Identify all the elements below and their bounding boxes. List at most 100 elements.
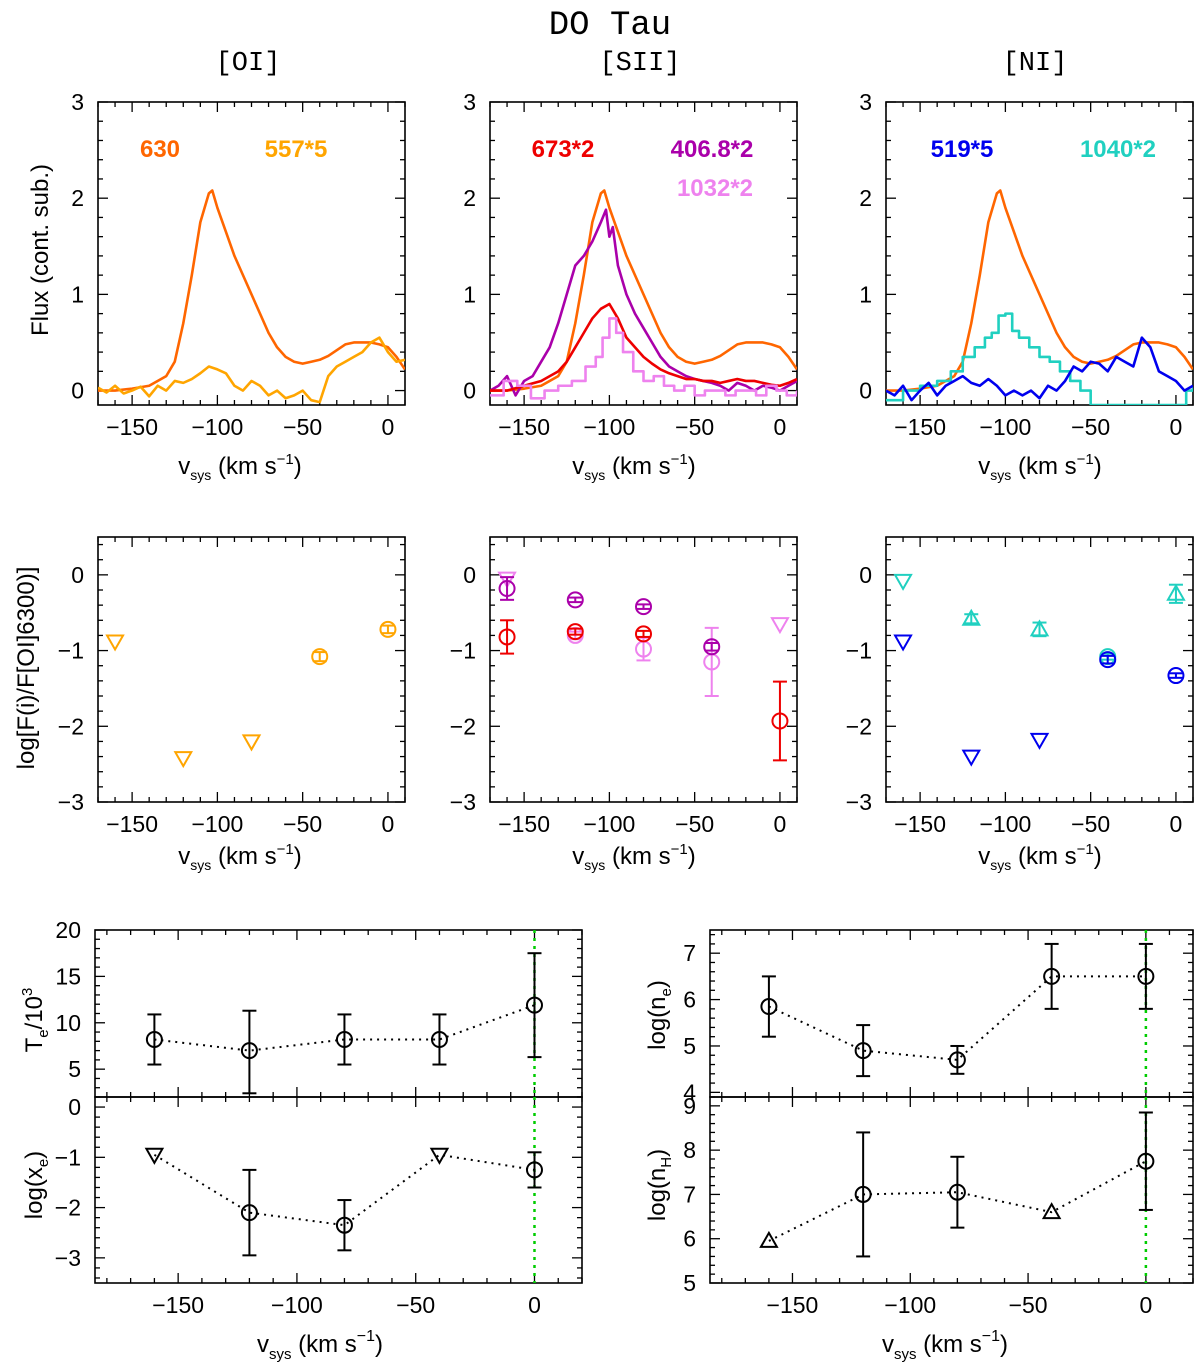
x-tick-label: 0 bbox=[774, 811, 787, 837]
data-layer bbox=[490, 189, 797, 400]
upper-limit-triangle bbox=[144, 1147, 165, 1165]
y-tick-label: −3 bbox=[55, 1245, 81, 1271]
connecting-line bbox=[154, 1004, 535, 1052]
y-tick-label: −1 bbox=[55, 1144, 81, 1170]
data-layer bbox=[886, 189, 1193, 405]
lower-limit-triangle bbox=[759, 1230, 779, 1248]
x-tick-label: 0 bbox=[1139, 1292, 1152, 1318]
xlabel-bottom-left: vsys (km s−1) bbox=[257, 1328, 383, 1363]
x-tick-label: −50 bbox=[1071, 414, 1110, 440]
upper-limit-triangle bbox=[893, 634, 913, 652]
data-point-circle bbox=[566, 623, 584, 641]
figure-title: DO Tau bbox=[549, 7, 671, 45]
data-layer bbox=[144, 1147, 543, 1257]
data-point-circle bbox=[948, 1183, 966, 1201]
data-point-circle bbox=[703, 638, 721, 656]
y-tick-label: −1 bbox=[846, 638, 872, 664]
ylabel-flux: Flux (cont. sub.) bbox=[27, 164, 54, 336]
data-point-circle bbox=[1167, 667, 1185, 685]
data-point-circle bbox=[498, 628, 516, 646]
x-tick-label: −100 bbox=[979, 414, 1031, 440]
y-tick-label: 9 bbox=[683, 1093, 696, 1119]
y-tick-label: 3 bbox=[71, 89, 84, 115]
y-tick-label: 20 bbox=[55, 917, 81, 943]
series-line-630 bbox=[98, 189, 405, 392]
data-point-circle bbox=[311, 648, 329, 666]
panel-te: 5 10 15 20 bbox=[55, 917, 583, 1098]
y-tick-label: 0 bbox=[71, 378, 84, 404]
y-tick-label: 5 bbox=[683, 1270, 696, 1296]
lower-limit-triangle bbox=[1041, 1202, 1062, 1220]
upper-limit-triangle bbox=[893, 573, 913, 591]
x-tick-label: 0 bbox=[774, 414, 787, 440]
x-tick-label: 0 bbox=[1170, 414, 1183, 440]
x-tick-label: −150 bbox=[894, 414, 946, 440]
y-tick-label: 1 bbox=[859, 281, 872, 307]
data-point-circle bbox=[854, 1042, 872, 1060]
upper-limit-triangle bbox=[173, 751, 194, 769]
y-tick-label: 0 bbox=[463, 562, 476, 588]
y-tick-label: 5 bbox=[683, 1033, 696, 1059]
x-tick-label: −50 bbox=[283, 414, 322, 440]
panel-sii-ratio: −150 −100 −50 0 0 −1 −2 −3 bbox=[450, 536, 798, 837]
series-line-10322 bbox=[490, 317, 797, 400]
y-tick-label: 3 bbox=[859, 89, 872, 115]
connecting-line bbox=[153, 1153, 535, 1227]
lower-limit-triangle bbox=[1029, 619, 1050, 637]
y-tick-label: 1 bbox=[463, 281, 476, 307]
x-tick-label: 0 bbox=[382, 811, 395, 837]
panel-oi-spectrum: −150 −100 −50 0 0 1 2 3 630 557*5 bbox=[71, 89, 406, 440]
panel-sii-spectrum: −150 −100 −50 0 0 1 2 3 673*2 406.8*2 1032*2 bbox=[463, 89, 798, 440]
data-point-circle bbox=[335, 1030, 353, 1048]
panel-ne: 4 5 6 7 bbox=[683, 929, 1194, 1105]
xlabel-bottom-right: vsys (km s−1) bbox=[882, 1328, 1008, 1363]
data-point-circle bbox=[379, 620, 397, 638]
y-tick-label: 2 bbox=[463, 185, 476, 211]
series-label: 406.8*2 bbox=[671, 136, 754, 163]
lower-limit-triangle bbox=[1166, 583, 1186, 601]
xlabel-sii-spec: vsys (km s−1) bbox=[572, 451, 695, 483]
series-label: 1032*2 bbox=[677, 175, 753, 202]
x-tick-label: −100 bbox=[271, 1292, 323, 1318]
data-layer bbox=[760, 942, 1155, 1078]
y-tick-label: 7 bbox=[683, 940, 696, 966]
panel-title-ni: [NI] bbox=[1003, 49, 1068, 79]
y-tick-label: 0 bbox=[463, 378, 476, 404]
data-point-circle bbox=[635, 598, 652, 616]
data-layer bbox=[497, 571, 790, 762]
series-line-630 bbox=[886, 189, 1193, 392]
data-point-circle bbox=[771, 712, 789, 730]
data-point-circle bbox=[635, 625, 652, 643]
series-line-6732 bbox=[490, 302, 797, 392]
y-tick-label: 3 bbox=[463, 89, 476, 115]
x-tick-label: −150 bbox=[498, 414, 550, 440]
series-label: 1040*2 bbox=[1080, 136, 1156, 163]
xlabel-ni-ratio: vsys (km s−1) bbox=[978, 841, 1101, 873]
series-line-630 bbox=[490, 189, 797, 392]
series-line-10402 bbox=[886, 312, 1193, 405]
y-tick-label: 0 bbox=[859, 562, 872, 588]
y-tick-label: 4 bbox=[683, 1079, 696, 1105]
data-layer bbox=[105, 620, 397, 769]
data-point-circle bbox=[1137, 967, 1155, 985]
panel-nh: −150 −100 −50 0 5 6 7 8 9 bbox=[683, 1093, 1194, 1318]
lower-limit-triangle bbox=[961, 608, 982, 626]
x-tick-label: −50 bbox=[283, 811, 322, 837]
upper-limit-triangle bbox=[105, 634, 125, 652]
data-point-circle bbox=[566, 591, 584, 609]
plot-frame bbox=[885, 536, 1194, 803]
x-tick-label: −150 bbox=[106, 811, 158, 837]
data-point-circle bbox=[240, 1042, 258, 1060]
y-tick-label: 6 bbox=[683, 987, 696, 1013]
data-point-circle bbox=[1043, 967, 1061, 985]
y-tick-label: 6 bbox=[683, 1226, 696, 1252]
x-tick-label: −50 bbox=[675, 414, 714, 440]
upper-limit-triangle bbox=[1029, 732, 1050, 750]
plot-frame bbox=[489, 536, 798, 803]
y-tick-label: 10 bbox=[55, 1010, 81, 1036]
data-point-circle bbox=[525, 1161, 543, 1179]
x-tick-label: −150 bbox=[767, 1292, 819, 1318]
x-tick-label: −50 bbox=[396, 1292, 435, 1318]
data-point-circle bbox=[335, 1216, 353, 1234]
upper-limit-triangle bbox=[770, 617, 790, 635]
